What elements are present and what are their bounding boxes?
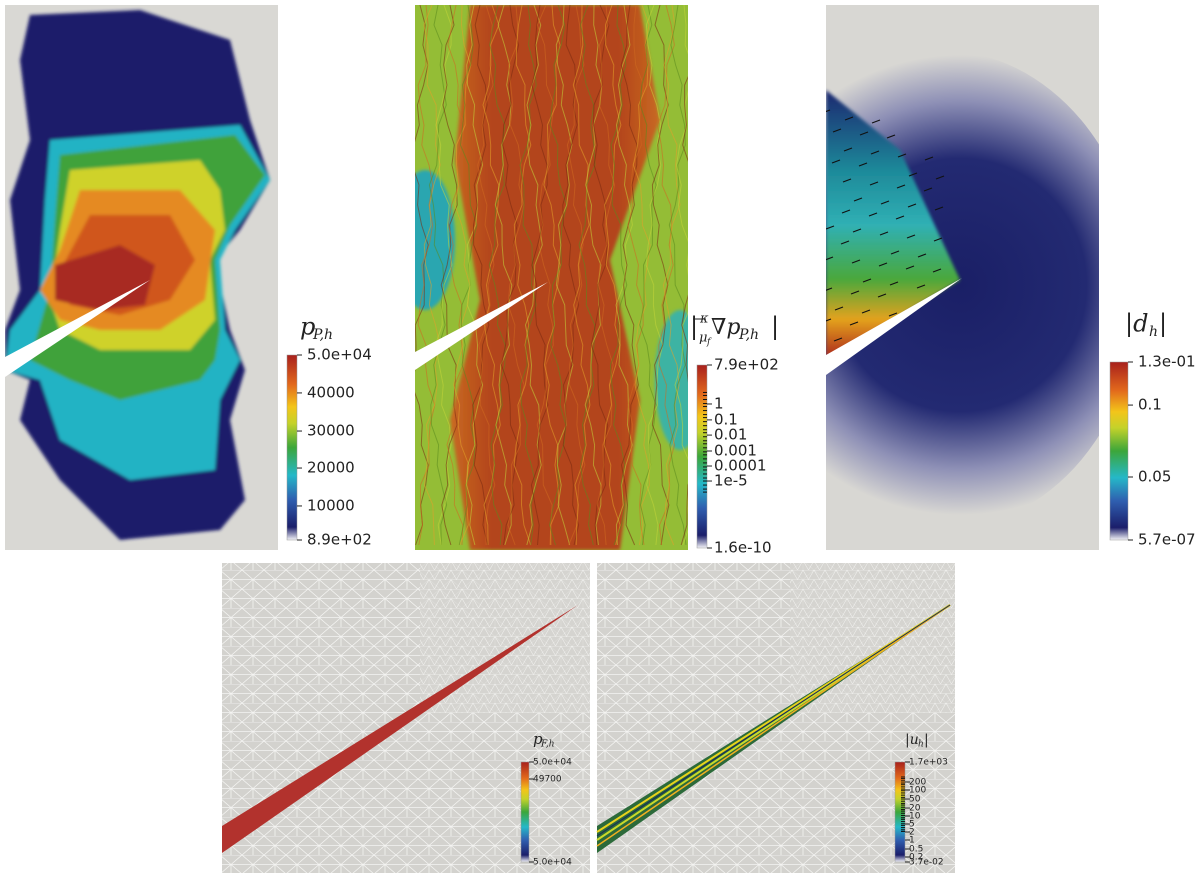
colorbar-label: 0.05 xyxy=(1138,467,1171,485)
colorbar-label: 1.6e-10 xyxy=(714,539,772,557)
colorbar-title: ∇p xyxy=(711,315,740,340)
colorbar-title: | xyxy=(771,313,779,342)
colorbar-label: 8.9e+02 xyxy=(307,531,372,549)
colorbar-title: | xyxy=(924,732,929,748)
colorbar xyxy=(1110,362,1128,540)
colorbar-title: h xyxy=(1149,324,1158,340)
colorbar xyxy=(521,762,529,862)
colorbar-title: F,h xyxy=(540,740,555,750)
colorbar-label: 1e-5 xyxy=(714,472,748,490)
panel-displacement xyxy=(740,5,1140,550)
colorbar-label: 5.0e+04 xyxy=(533,858,572,868)
panel-fracture-pressure xyxy=(222,563,590,873)
colorbar-label: 20000 xyxy=(307,459,355,477)
colorbar-title: κ xyxy=(699,312,709,327)
colorbar-title: |d xyxy=(1125,310,1148,339)
colorbar-title: P,h xyxy=(738,327,759,343)
colorbar-title: P,h xyxy=(312,327,333,343)
figure: 5.0e+04400003000020000100008.9e+02pP,h7.… xyxy=(0,0,1202,873)
colorbar-title: |u xyxy=(905,732,919,748)
colorbar-label: 49700 xyxy=(533,775,562,785)
colorbar-label: 0.1 xyxy=(1138,396,1162,414)
panel-pressure xyxy=(5,5,278,550)
colorbar-label: 30000 xyxy=(307,422,355,440)
colorbar xyxy=(287,355,297,540)
colorbar-label: 1.3e-01 xyxy=(1138,353,1196,371)
colorbar-label: 3.7e-02 xyxy=(909,858,944,868)
colorbar-label: 1.7e+03 xyxy=(909,758,948,768)
colorbar-label: 5.0e+04 xyxy=(533,758,572,768)
colorbar-label: 5.0e+04 xyxy=(307,346,372,364)
colorbar-title: | xyxy=(1159,310,1167,339)
colorbar-label: 10000 xyxy=(307,496,355,514)
colorbar-title: | xyxy=(690,313,698,342)
colorbar-title: h xyxy=(918,740,924,750)
colorbar-label: 40000 xyxy=(307,383,355,401)
colorbar-label: 5.7e-07 xyxy=(1138,531,1196,549)
panel-flux xyxy=(395,5,705,550)
colorbar-label: 7.9e+02 xyxy=(714,356,779,374)
